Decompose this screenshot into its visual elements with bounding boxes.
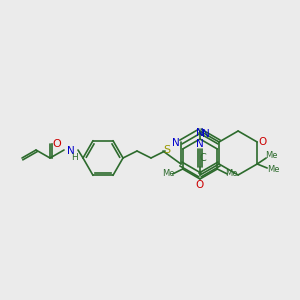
Text: N: N — [202, 129, 210, 139]
Text: Me: Me — [162, 169, 175, 178]
Text: Me: Me — [267, 164, 279, 173]
Text: O: O — [52, 139, 62, 149]
Text: N: N — [196, 139, 204, 149]
Text: O: O — [258, 137, 266, 147]
Text: S: S — [164, 145, 171, 155]
Text: Me: Me — [225, 169, 238, 178]
Text: N: N — [172, 138, 180, 148]
Text: N: N — [67, 146, 75, 156]
Text: C: C — [200, 153, 206, 163]
Text: Me: Me — [265, 152, 278, 160]
Text: O: O — [196, 180, 204, 190]
Text: N: N — [196, 128, 204, 138]
Text: H: H — [72, 152, 78, 161]
